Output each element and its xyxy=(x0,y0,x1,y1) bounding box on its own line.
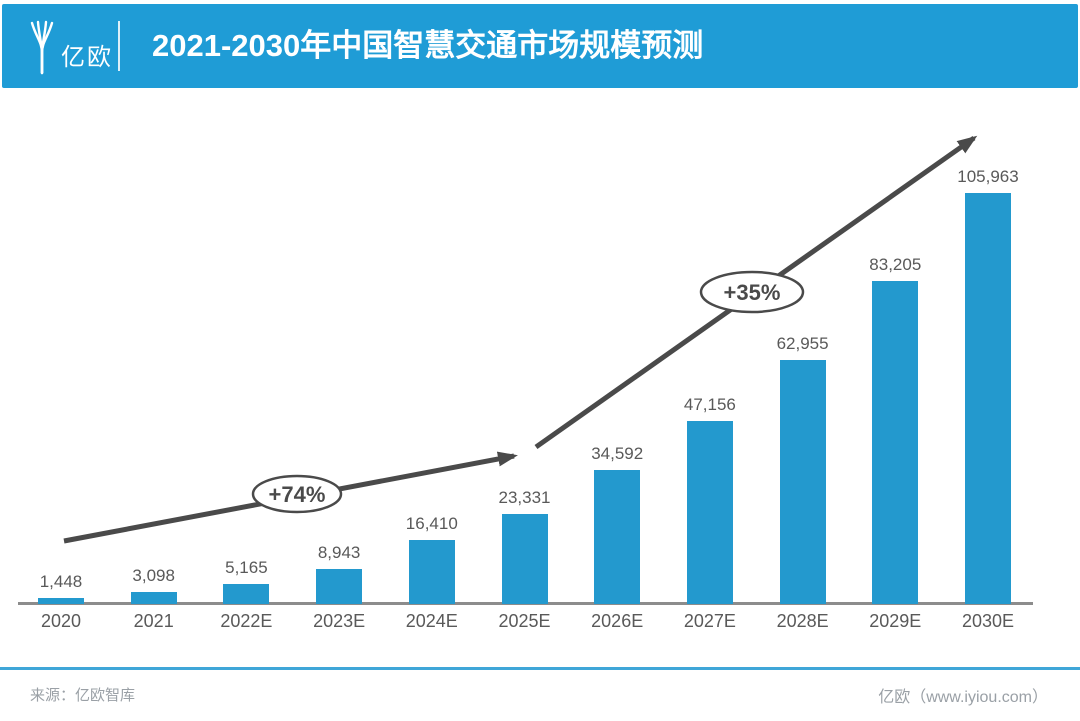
bar-value-label: 3,098 xyxy=(132,566,175,585)
header-banner: 亿欧 2021-2030年中国智慧交通市场规模预测 xyxy=(2,4,1078,88)
bar-value-label: 34,592 xyxy=(591,444,644,463)
x-axis-tick-label: 2027E xyxy=(683,611,736,631)
bar-value-label: 47,156 xyxy=(683,395,736,414)
bar-value-label: 1,448 xyxy=(39,572,83,591)
x-axis-tick-label: 2020 xyxy=(40,611,82,631)
bar xyxy=(594,470,641,604)
x-axis-tick-label: 2026E xyxy=(591,611,644,631)
bar xyxy=(779,360,826,604)
x-axis-tick-label: 2024E xyxy=(405,611,458,631)
bar xyxy=(316,569,363,604)
bar xyxy=(408,540,455,604)
bar xyxy=(686,421,733,604)
bar xyxy=(130,592,177,604)
bar xyxy=(38,598,84,604)
bar-value-label: 5,165 xyxy=(225,558,268,577)
bar xyxy=(965,193,1011,604)
bar-value-label: 62,955 xyxy=(776,334,829,353)
footer-divider xyxy=(0,667,1080,670)
bar-value-label: 16,410 xyxy=(405,514,458,533)
x-axis-tick-label: 2022E xyxy=(220,611,273,631)
x-axis-tick-label: 2028E xyxy=(776,611,829,631)
x-axis-tick-label: 2021 xyxy=(133,611,174,631)
iyiou-logo-icon xyxy=(30,20,54,75)
bar-value-label: 23,331 xyxy=(498,488,551,507)
bar xyxy=(872,281,919,604)
bar-value-label: 105,963 xyxy=(957,167,1019,186)
x-axis-tick-label: 2030E xyxy=(961,611,1015,631)
page-title: 2021-2030年中国智慧交通市场规模预测 xyxy=(152,28,704,63)
bar-value-label: 8,943 xyxy=(317,543,361,562)
source-note: 来源：亿欧智库 xyxy=(30,687,136,704)
x-axis-tick-label: 2029E xyxy=(869,611,922,631)
brand-note: 亿欧（www.iyiou.com） xyxy=(878,689,1048,706)
x-axis-tick-label: 2023E xyxy=(313,611,366,631)
header-separator xyxy=(118,21,120,71)
bar-value-label: 83,205 xyxy=(869,255,922,274)
x-axis-tick-label: 2025E xyxy=(498,611,551,631)
bar xyxy=(223,584,270,604)
logo-text: 亿欧 xyxy=(61,44,113,71)
bar xyxy=(501,514,548,604)
